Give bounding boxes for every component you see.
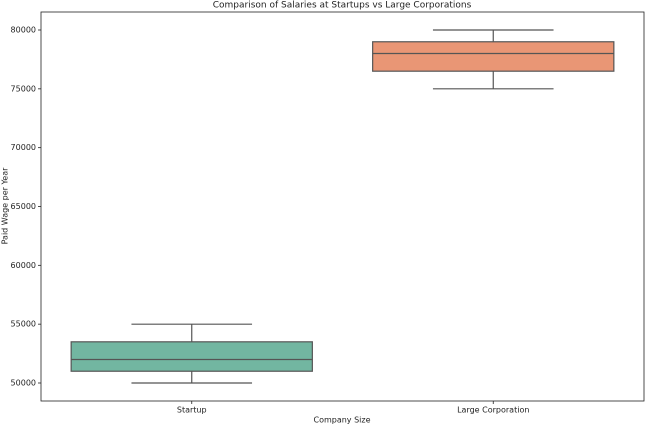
- x-tick-label: Large Corporation: [457, 406, 529, 415]
- y-tick-label: 60000: [11, 261, 36, 270]
- y-tick-label: 70000: [11, 143, 36, 152]
- y-tick-label: 75000: [11, 84, 36, 93]
- y-tick-label: 80000: [11, 26, 36, 35]
- chart-title: Comparison of Salaries at Startups vs La…: [213, 1, 472, 11]
- y-tick-label: 65000: [11, 202, 36, 211]
- box: [70, 341, 313, 372]
- y-axis-label: Paid Wage per Year: [1, 167, 10, 245]
- y-tick-label: 50000: [11, 378, 36, 387]
- y-tick-label: 55000: [11, 320, 36, 329]
- x-tick-label: Startup: [177, 406, 207, 415]
- box: [372, 41, 615, 72]
- x-axis-label: Company Size: [313, 416, 370, 425]
